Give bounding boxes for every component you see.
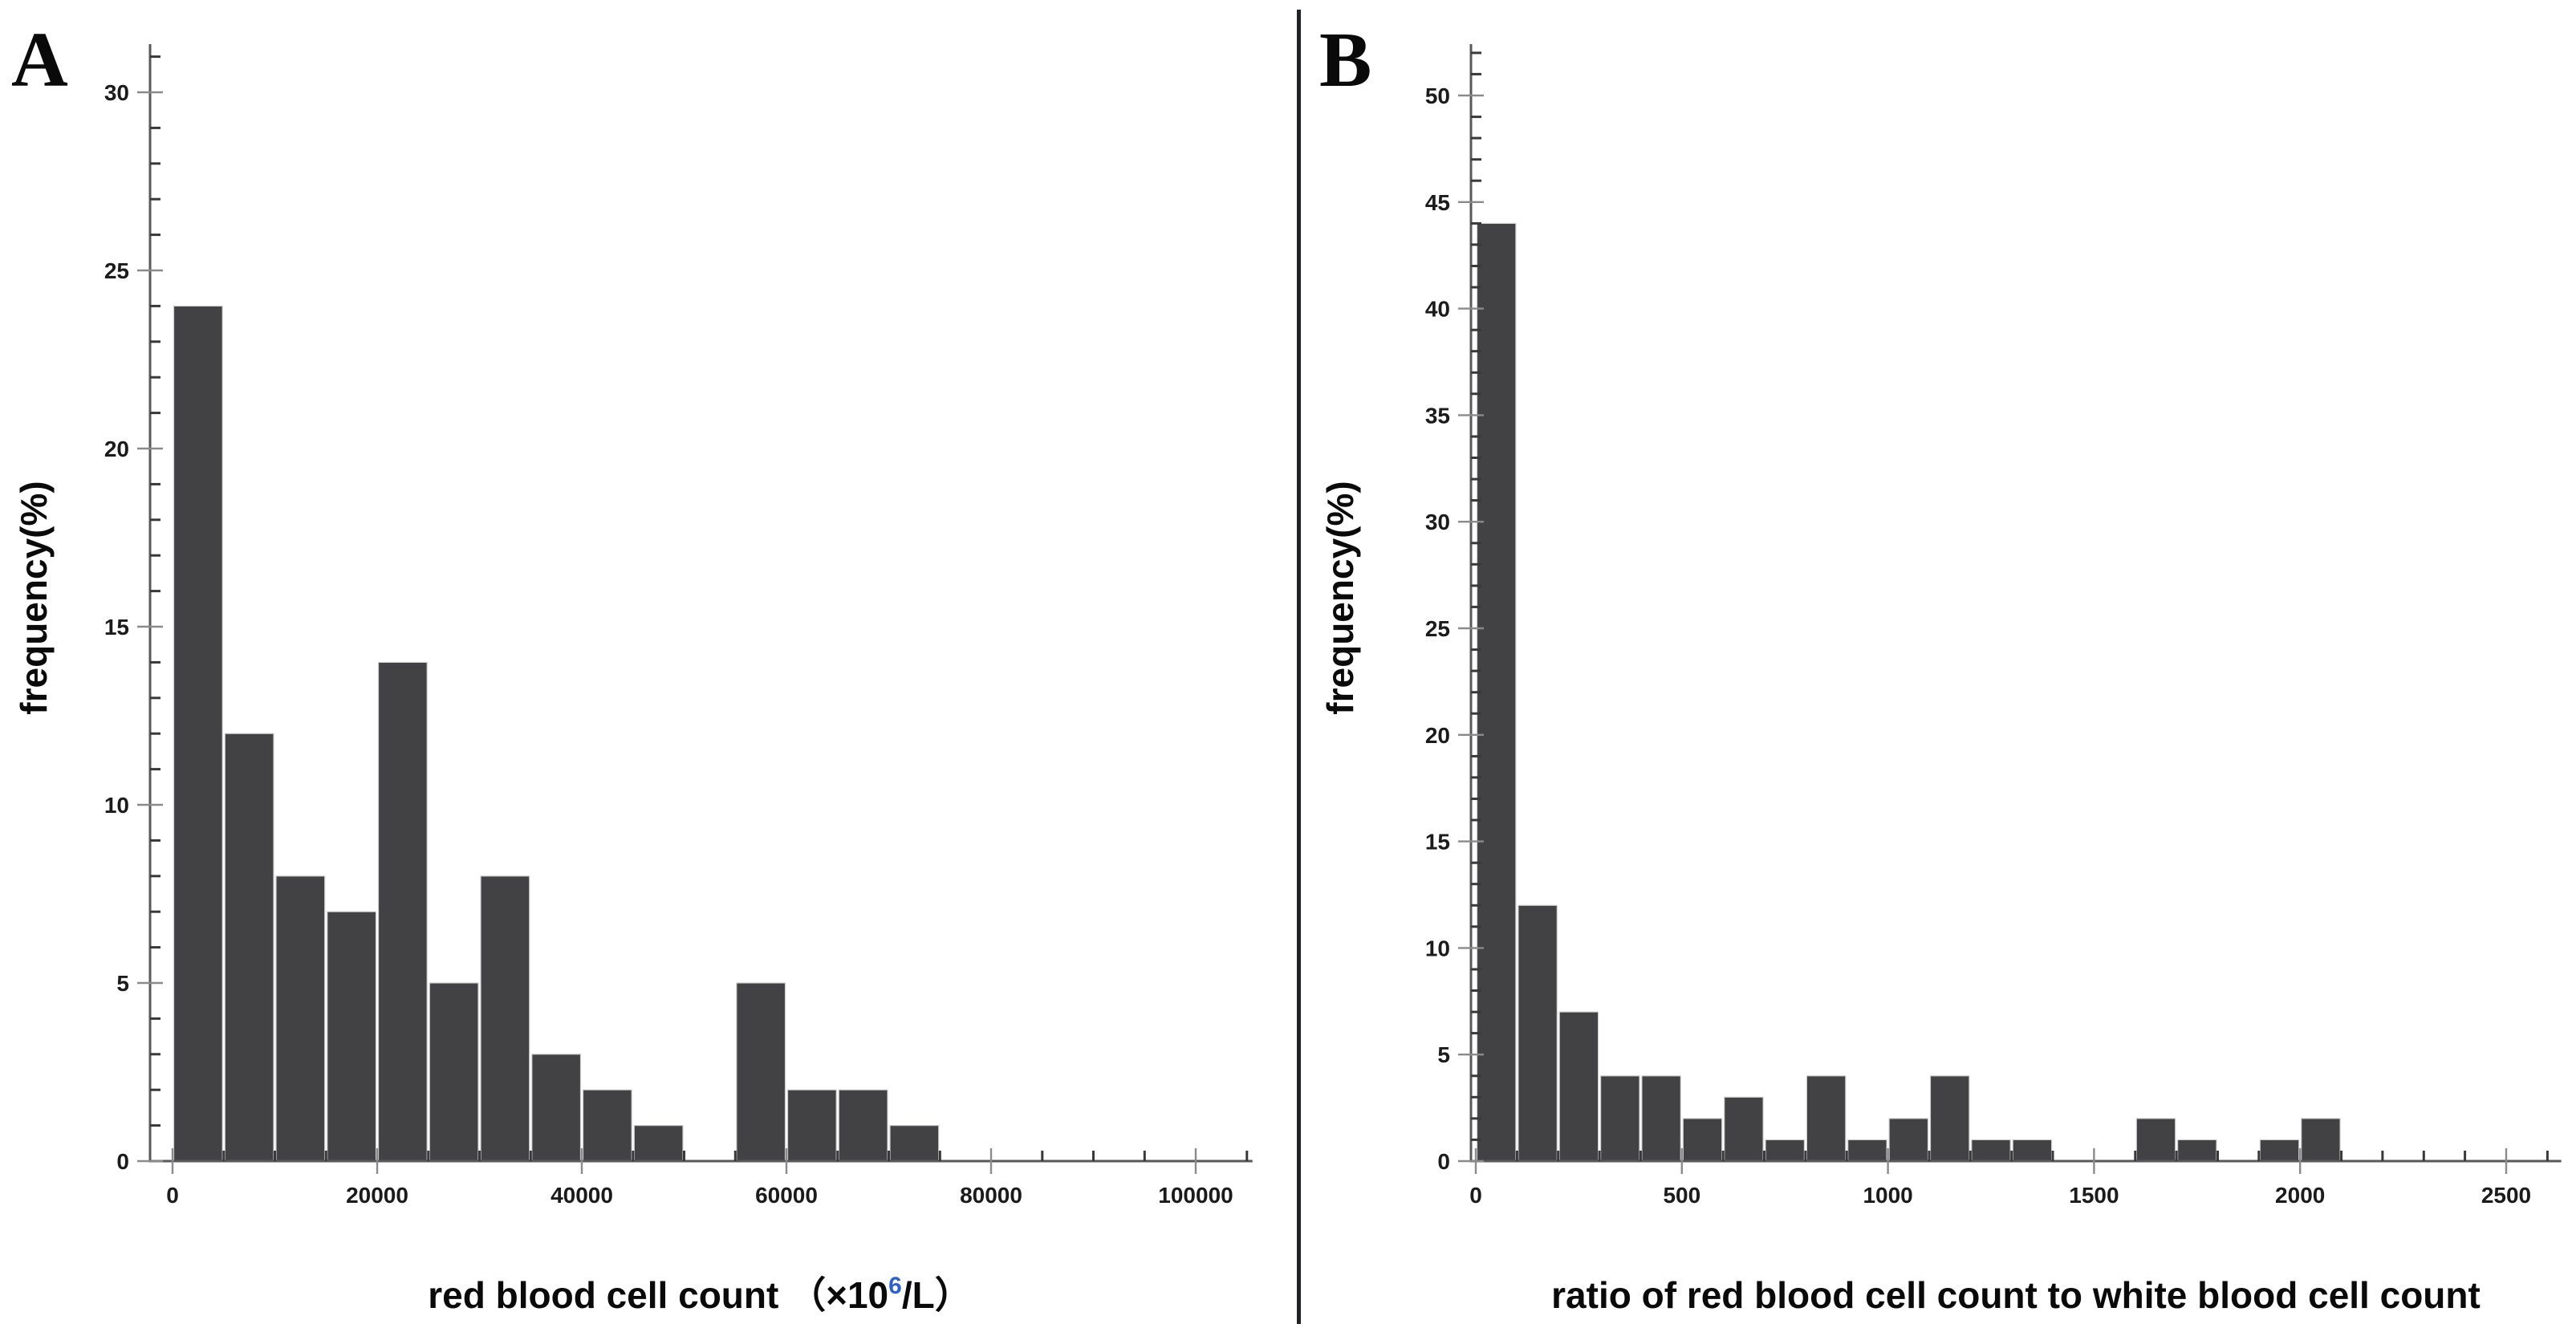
y-ticks: 0 5 10 15 20 25 30 35 40 45 50 — [1425, 51, 1484, 1174]
y-axis-title: frequency(%) — [1319, 481, 1361, 714]
x-tick-label: 2500 — [2481, 1183, 2531, 1208]
histogram-bar — [531, 1054, 582, 1162]
bars-group — [1476, 222, 2341, 1162]
x-axis-title: red blood cell count （×106/L） — [428, 1273, 971, 1316]
y-tick-label: 20 — [1425, 723, 1450, 748]
x-tick-label: 1000 — [1863, 1183, 1912, 1208]
histogram-bar — [224, 733, 274, 1162]
x-axis-title: ratio of red blood cell count to white b… — [1551, 1274, 2481, 1316]
y-tick-label: 25 — [104, 258, 129, 283]
x-ticks: 0 500 1000 1500 2000 2500 — [1469, 1148, 2549, 1208]
histogram-bar — [1518, 904, 1558, 1162]
histogram-bar — [327, 911, 377, 1162]
histogram-bar — [1847, 1139, 1887, 1162]
histogram-bar — [1600, 1075, 1640, 1162]
y-tick-label: 50 — [1425, 83, 1450, 108]
y-tick-label: 30 — [104, 80, 129, 105]
histogram-bar — [1476, 222, 1517, 1162]
y-tick-label: 0 — [1437, 1149, 1450, 1174]
y-tick-label: 15 — [104, 615, 129, 640]
x-tick-label: 60000 — [755, 1183, 818, 1208]
bars-group — [173, 305, 940, 1162]
histogram-bar — [1765, 1139, 1806, 1162]
y-tick-label: 30 — [1425, 510, 1450, 534]
y-tick-label: 35 — [1425, 403, 1450, 428]
y-axis-title: frequency(%) — [13, 481, 55, 714]
histogram-bar — [786, 1089, 837, 1162]
x-tick-label: 100000 — [1158, 1183, 1233, 1208]
panel-A: A 0 5 10 15 20 25 30 0 20000 40000 60000 80000 10000… — [11, 17, 1253, 1316]
histogram-bar — [429, 982, 479, 1162]
histogram-bar — [2301, 1118, 2341, 1162]
histogram-bar — [1682, 1118, 1723, 1162]
y-tick-label: 5 — [1437, 1042, 1450, 1067]
y-tick-label: 15 — [1425, 830, 1450, 855]
histogram-bar — [889, 1124, 940, 1162]
y-tick-label: 10 — [104, 793, 129, 818]
histogram-bar — [582, 1089, 632, 1162]
histogram-bar — [838, 1089, 888, 1162]
panel-A-letter: A — [11, 17, 68, 104]
y-tick-label: 5 — [116, 971, 129, 996]
histogram-bar — [1724, 1096, 1764, 1162]
x-tick-label: 0 — [166, 1183, 179, 1208]
histogram-bar — [633, 1124, 684, 1162]
histogram-bar — [480, 875, 530, 1162]
histogram-bar — [1971, 1139, 2011, 1162]
histogram-bar — [2176, 1139, 2217, 1162]
histogram-bar — [2012, 1139, 2053, 1162]
histogram-bar — [2259, 1139, 2300, 1162]
y-tick-label: 0 — [116, 1149, 129, 1174]
histogram-bar — [1806, 1075, 1847, 1162]
y-tick-label: 25 — [1425, 616, 1450, 641]
x-ticks: 0 20000 40000 60000 80000 100000 — [166, 1148, 1249, 1208]
x-tick-label: 2000 — [2275, 1183, 2325, 1208]
x-tick-label: 40000 — [551, 1183, 613, 1208]
panel-divider — [1297, 10, 1301, 1324]
histogram-A: 0 5 10 15 20 25 30 0 20000 40000 60000 80000 100000 f… — [13, 44, 1253, 1316]
y-tick-label: 45 — [1425, 190, 1450, 215]
histogram-bar — [275, 875, 326, 1162]
histogram-bar — [1929, 1075, 1970, 1162]
histogram-bar — [1558, 1011, 1599, 1162]
histogram-bar — [173, 305, 223, 1162]
histogram-bar — [377, 661, 428, 1162]
x-tick-label: 500 — [1663, 1183, 1700, 1208]
panel-B-letter: B — [1319, 17, 1372, 104]
histogram-bar — [736, 982, 786, 1162]
histogram-bar — [2135, 1118, 2176, 1162]
y-tick-label: 10 — [1425, 936, 1450, 960]
y-tick-label: 40 — [1425, 297, 1450, 322]
histogram-bar — [1888, 1118, 1929, 1162]
x-tick-label: 1500 — [2069, 1183, 2119, 1208]
x-tick-label: 80000 — [960, 1183, 1022, 1208]
x-tick-label: 0 — [1469, 1183, 1482, 1208]
x-tick-label: 20000 — [346, 1183, 408, 1208]
superscript-exponent: 6 — [888, 1273, 902, 1299]
y-ticks: 0 5 10 15 20 25 30 — [104, 55, 163, 1174]
panel-B: B 0 5 10 15 20 25 30 35 40 45 50 0 500 1000 1500 2000 25… — [1302, 0, 2576, 1328]
histogram-bar — [1641, 1075, 1681, 1162]
y-tick-label: 20 — [104, 437, 129, 461]
